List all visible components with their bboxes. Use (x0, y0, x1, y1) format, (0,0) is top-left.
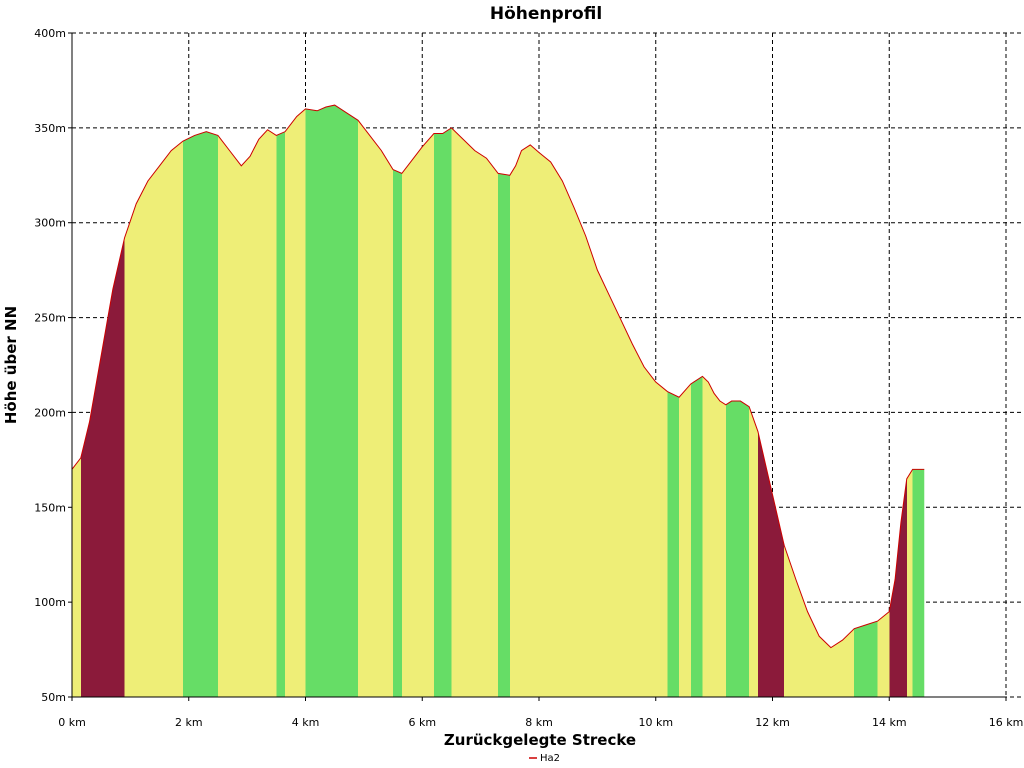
x-ticks: 0 km 2 km 4 km 6 km 8 km 10 km 12 km 14 km 16 km (58, 697, 1023, 729)
y-tick-label: 400m (34, 27, 66, 40)
y-tick-label: 250m (34, 312, 66, 325)
x-tick-label: 0 km (58, 716, 86, 729)
x-tick-label: 10 km (638, 716, 673, 729)
x-tick-label: 4 km (292, 716, 320, 729)
y-tick-label: 350m (34, 122, 66, 135)
y-tick-label: 50m (41, 691, 66, 704)
elevation-fill (72, 105, 925, 698)
x-tick-label: 2 km (175, 716, 203, 729)
chart-title: Höhenprofil (490, 4, 602, 24)
x-tick-label: 6 km (408, 716, 436, 729)
y-tick-label: 200m (34, 406, 66, 419)
y-tick-label: 100m (34, 596, 66, 609)
x-tick-label: 8 km (525, 716, 553, 729)
x-axis-label: Zurückgelegte Strecke (444, 731, 636, 749)
y-tick-label: 150m (34, 501, 66, 514)
legend-entry-ha2: Ha2 (540, 753, 560, 764)
x-tick-label: 14 km (872, 716, 907, 729)
series-line-ha2 (71, 104, 925, 649)
legend: Ha2 (529, 753, 560, 764)
y-ticks: 50m 100m 150m 200m 250m 300m 350m 400m (34, 27, 72, 704)
y-axis-label: Höhe über NN (2, 306, 20, 424)
x-tick-label: 16 km (989, 716, 1024, 729)
elevation-area (71, 104, 925, 698)
x-tick-label: 12 km (755, 716, 790, 729)
y-tick-label: 300m (34, 217, 66, 230)
